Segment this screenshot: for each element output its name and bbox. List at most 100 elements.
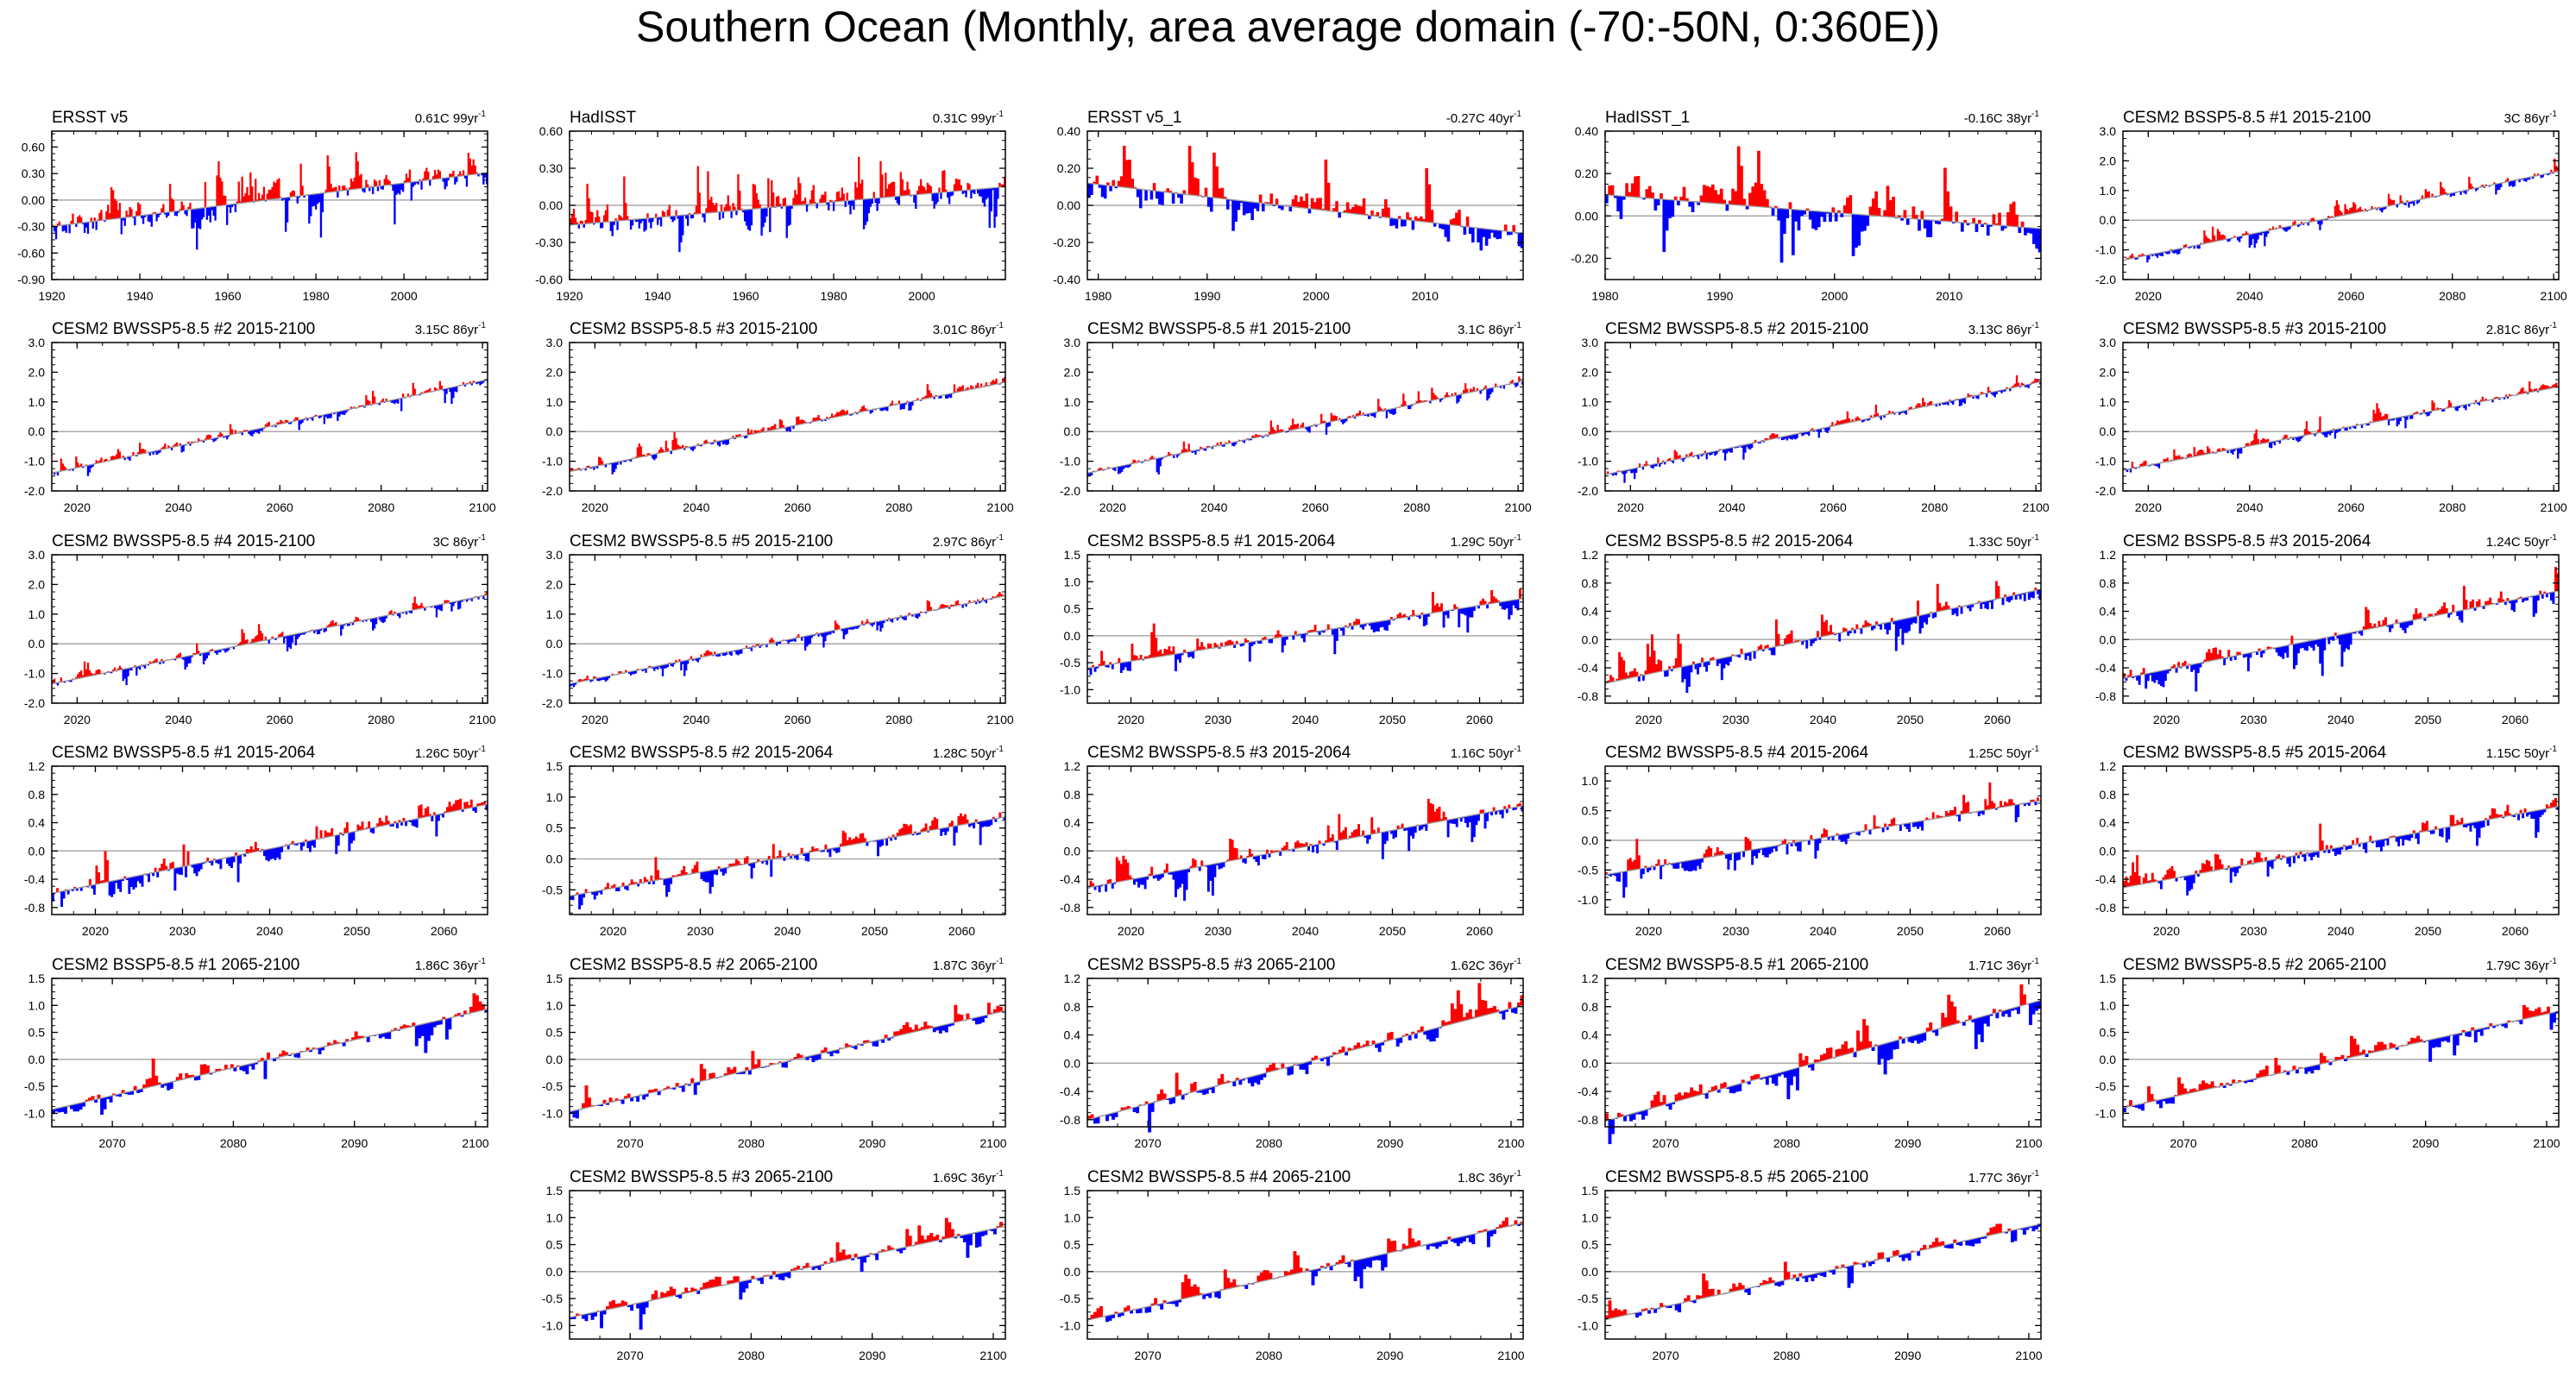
anomaly-bar <box>1920 211 1924 220</box>
anomaly-bar <box>1728 200 1732 204</box>
anomaly-bar <box>429 387 431 393</box>
anomaly-bar <box>249 430 252 436</box>
anomaly-bar <box>923 186 926 194</box>
anomaly-bar <box>1293 424 1296 430</box>
anomaly-bar <box>142 215 145 224</box>
anomaly-bar <box>1367 413 1370 418</box>
anomaly-bar <box>1143 656 1147 659</box>
anomaly-bar <box>1472 387 1476 392</box>
anomaly-bar <box>1673 196 1678 201</box>
anomaly-bar <box>2178 248 2181 255</box>
anomaly-bar <box>1357 205 1361 215</box>
anomaly-bar <box>993 187 996 228</box>
anomaly-bar <box>675 659 677 663</box>
anomaly-bar <box>2141 253 2144 257</box>
anomaly-bar <box>1318 631 1321 635</box>
anomaly-bar <box>826 417 828 419</box>
anomaly-bar <box>1100 651 1104 666</box>
anomaly-bar <box>653 666 656 671</box>
anomaly-bar <box>1387 409 1390 412</box>
anomaly-bar <box>134 216 136 226</box>
anomaly-bar <box>1452 217 1456 225</box>
anomaly-bar <box>1250 438 1252 441</box>
anomaly-bar <box>175 442 179 447</box>
anomaly-bar <box>2126 257 2129 260</box>
trend-line <box>1086 380 1524 474</box>
x-tick-label: 2080 <box>885 500 912 514</box>
anomaly-bar <box>2006 387 2008 389</box>
anomaly-bar <box>2415 411 2419 414</box>
anomaly-bar <box>967 387 969 391</box>
anomaly-bar <box>1723 449 1727 461</box>
x-tick-label: 2050 <box>1379 713 1406 726</box>
anomaly-bar <box>1777 633 1780 646</box>
anomaly-bar <box>2031 381 2033 384</box>
anomaly-bar <box>796 636 798 638</box>
anomaly-bar <box>1834 212 1838 222</box>
anomaly-bar <box>1521 380 1524 385</box>
anomaly-bar <box>911 401 914 406</box>
anomaly-bar <box>2220 235 2222 241</box>
anomaly-bar <box>853 626 855 630</box>
anomaly-bar <box>2458 406 2460 408</box>
anomaly-bar <box>576 222 579 225</box>
anomaly-bar <box>298 633 300 638</box>
anomaly-bar <box>1681 666 1685 682</box>
anomaly-bar <box>373 179 376 187</box>
anomaly-bar <box>725 204 727 211</box>
anomaly-bar <box>1757 646 1760 651</box>
anomaly-bar <box>1302 633 1306 643</box>
anomaly-bar <box>976 382 979 388</box>
anomaly-bar <box>1484 385 1487 389</box>
anomaly-bar <box>467 599 470 600</box>
anomaly-bar <box>1372 622 1376 632</box>
anomaly-bar <box>2440 181 2442 196</box>
anomaly-bar <box>223 195 225 205</box>
anomaly-bar <box>1716 194 1721 204</box>
anomaly-bar <box>482 595 485 600</box>
anomaly-bar <box>1660 660 1663 672</box>
trend-line <box>569 381 1006 473</box>
anomaly-bar <box>2139 255 2142 257</box>
anomaly-bar <box>2255 233 2258 244</box>
anomaly-bar <box>915 194 917 210</box>
anomaly-bar <box>2127 257 2131 260</box>
anomaly-bar <box>1118 466 1122 474</box>
anomaly-bar <box>1751 186 1755 207</box>
anomaly-bar <box>2257 232 2259 240</box>
anomaly-bar <box>312 417 314 421</box>
anomaly-bar <box>1310 198 1314 210</box>
anomaly-bar <box>919 179 923 195</box>
anomaly-bar <box>924 190 928 194</box>
anomaly-bar <box>1163 648 1167 657</box>
anomaly-bar <box>1422 219 1426 223</box>
anomaly-bar <box>1622 470 1624 475</box>
anomaly-bar <box>735 650 738 655</box>
anomaly-bar <box>703 440 706 444</box>
anomaly-bar <box>1782 436 1786 440</box>
anomaly-bar <box>1871 626 1874 631</box>
anomaly-bar <box>705 439 708 444</box>
anomaly-bar <box>911 614 914 617</box>
anomaly-bar <box>2034 588 2037 591</box>
anomaly-bar <box>1112 179 1115 186</box>
anomaly-bar <box>159 450 161 453</box>
anomaly-bar <box>155 658 158 663</box>
anomaly-bar <box>1962 398 1965 403</box>
anomaly-bar <box>707 650 709 657</box>
anomaly-bar <box>95 670 98 676</box>
anomaly-bar <box>1439 223 1442 229</box>
anomaly-bar <box>2365 423 2368 426</box>
anomaly-bar <box>757 430 759 433</box>
anomaly-bar <box>856 187 859 200</box>
anomaly-bar <box>979 600 983 602</box>
anomaly-bar <box>283 636 286 644</box>
anomaly-bar <box>1942 402 1944 406</box>
anomaly-bar <box>412 181 414 187</box>
anomaly-bar <box>700 654 702 657</box>
anomaly-bar <box>1262 436 1264 438</box>
anomaly-bar <box>166 212 168 218</box>
anomaly-bar <box>2223 657 2226 666</box>
anomaly-bar <box>1445 610 1448 616</box>
anomaly-bar <box>259 631 262 642</box>
